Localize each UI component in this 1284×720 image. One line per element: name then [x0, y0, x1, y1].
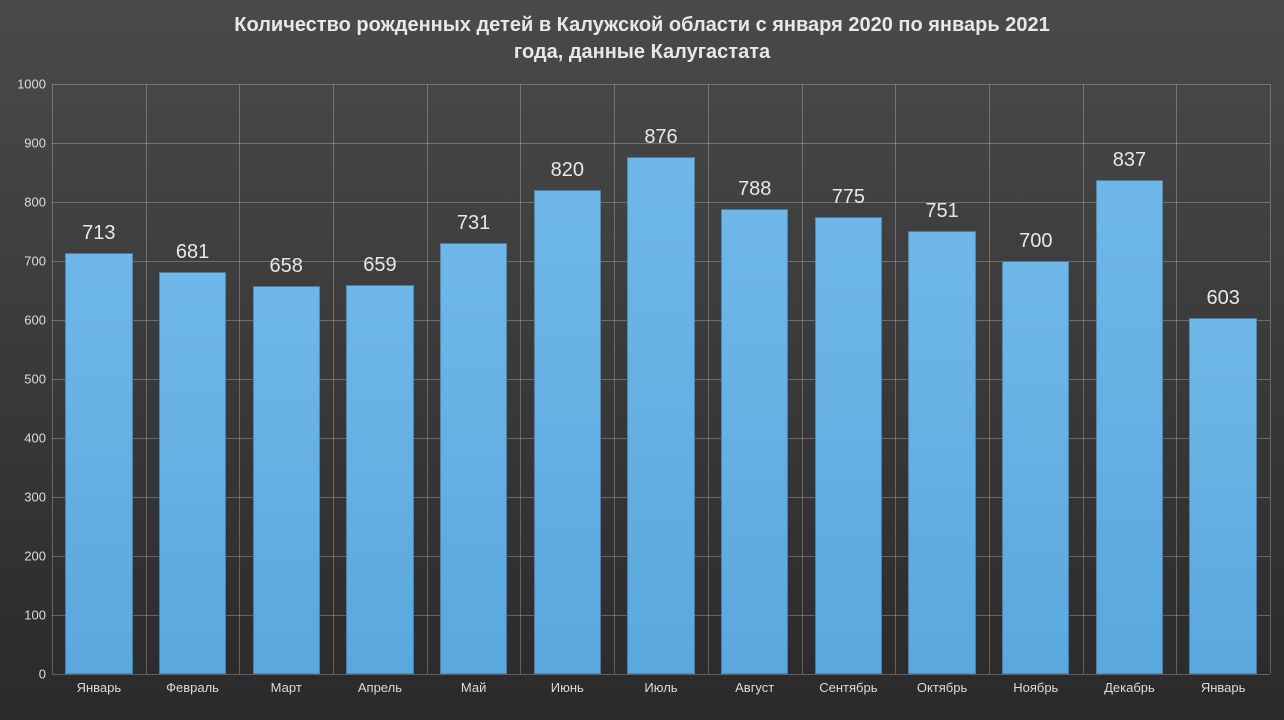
x-tick-label: Сентябрь — [819, 680, 877, 695]
gridline-h — [52, 674, 1270, 675]
x-tick-label: Январь — [77, 680, 122, 695]
x-tick-label: Июнь — [551, 680, 584, 695]
y-tick-label: 800 — [24, 195, 46, 210]
bar — [1189, 318, 1256, 674]
y-tick-label: 600 — [24, 313, 46, 328]
x-tick-label: Март — [271, 680, 302, 695]
x-tick-label: Май — [461, 680, 486, 695]
x-tick-label: Октябрь — [917, 680, 967, 695]
chart-title: Количество рожденных детей в Калужской о… — [0, 0, 1284, 66]
x-tick-label: Ноябрь — [1013, 680, 1058, 695]
bar — [908, 231, 975, 674]
bar-value-label: 731 — [457, 212, 490, 235]
y-tick-label: 100 — [24, 608, 46, 623]
bar-value-label: 820 — [551, 159, 584, 182]
y-tick-label: 400 — [24, 431, 46, 446]
bar-value-label: 788 — [738, 178, 771, 201]
x-axis-labels: Январь Февраль Март Апрель Май Июнь Июль Август… — [52, 680, 1270, 710]
y-tick-label: 1000 — [17, 77, 46, 92]
bar — [534, 190, 601, 674]
bar — [346, 285, 413, 674]
y-tick-label: 200 — [24, 549, 46, 564]
bar-value-label: 876 — [644, 126, 677, 149]
plot-area: 713681658659731820876788775751700837603 … — [52, 84, 1270, 674]
y-tick-label: 900 — [24, 136, 46, 151]
title-line2: года, данные Калугастата — [514, 41, 770, 63]
bars-layer: 713 681 658 659 731 820 876 788 775 751 700 837 603 — [52, 84, 1270, 674]
bar — [253, 286, 320, 674]
bar — [1096, 180, 1163, 674]
y-tick-label: 0 — [39, 667, 46, 682]
y-tick-label: 300 — [24, 490, 46, 505]
bar-value-label: 713 — [82, 222, 115, 245]
x-tick-label: Июль — [644, 680, 677, 695]
bar-value-label: 837 — [1113, 149, 1146, 172]
title-line1: Количество рожденных детей в Калужской о… — [234, 14, 1049, 36]
bar — [1002, 261, 1069, 674]
bar — [721, 209, 788, 674]
bar-value-label: 751 — [925, 200, 958, 223]
x-tick-label: Февраль — [166, 680, 219, 695]
bar — [159, 272, 226, 674]
y-tick-label: 500 — [24, 372, 46, 387]
bar-value-label: 658 — [270, 255, 303, 278]
x-tick-label: Январь — [1201, 680, 1246, 695]
bar-value-label: 775 — [832, 186, 865, 209]
gridline-v — [1270, 84, 1271, 674]
x-tick-label: Апрель — [358, 680, 402, 695]
x-tick-label: Декабрь — [1104, 680, 1155, 695]
bar — [815, 217, 882, 674]
bar-value-label: 659 — [363, 254, 396, 277]
y-tick-label: 700 — [24, 254, 46, 269]
x-tick-label: Август — [735, 680, 774, 695]
bar-value-label: 700 — [1019, 230, 1052, 253]
bar — [440, 243, 507, 674]
bar-value-label: 603 — [1206, 287, 1239, 310]
bar — [65, 253, 132, 674]
bar-value-label: 681 — [176, 241, 209, 264]
birth-chart: Количество рожденных детей в Калужской о… — [0, 0, 1284, 720]
bar — [627, 157, 694, 674]
